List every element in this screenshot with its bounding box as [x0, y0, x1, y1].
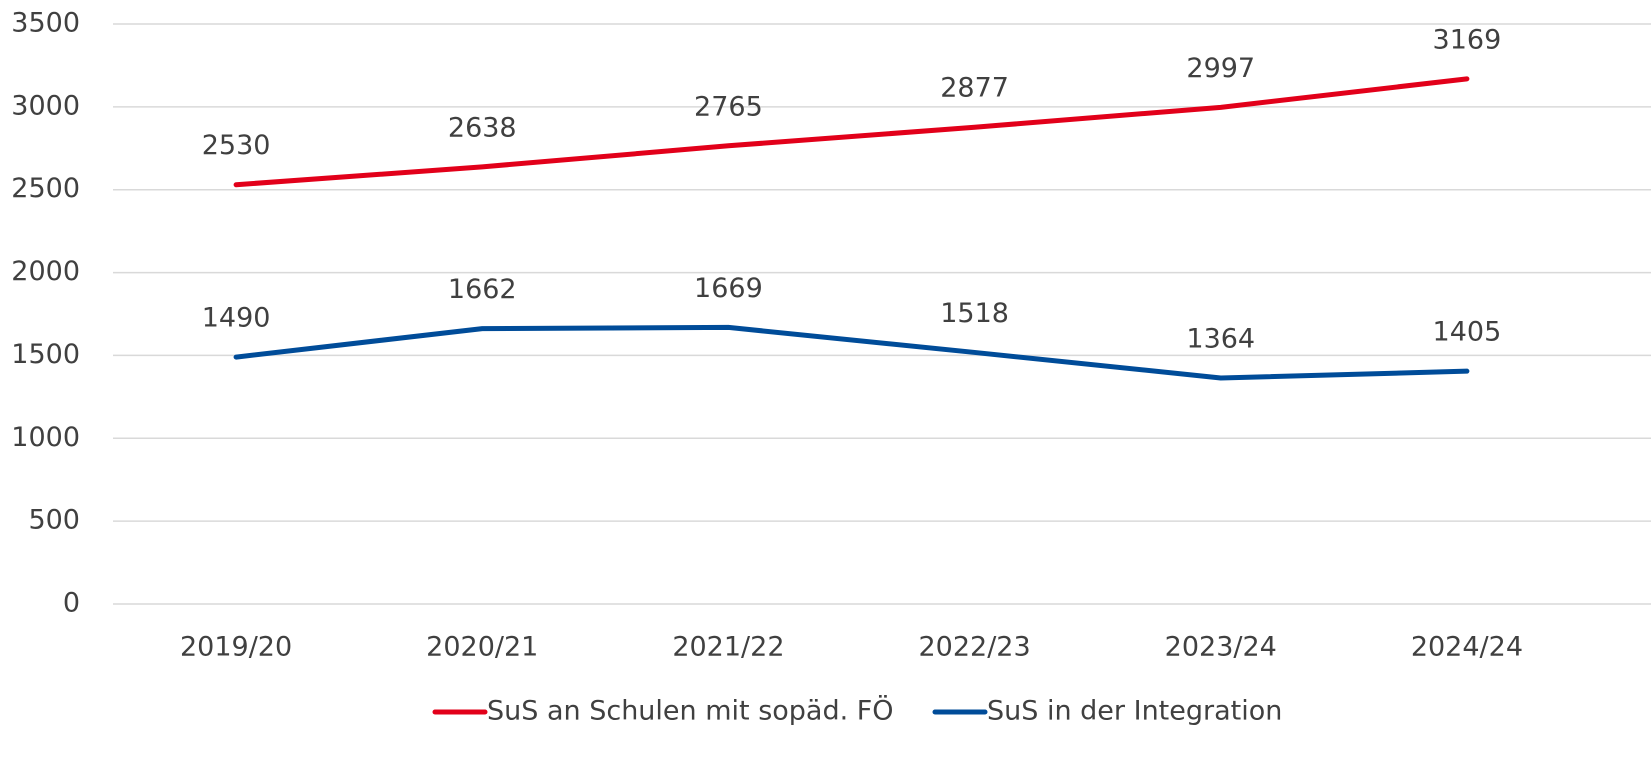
x-tick-label: 2024/24 — [1411, 632, 1523, 663]
y-tick-label: 1000 — [11, 422, 80, 453]
y-tick-label: 0 — [63, 588, 80, 619]
y-tick-label: 1500 — [11, 339, 80, 370]
data-label: 2638 — [448, 112, 517, 143]
data-label: 2997 — [1186, 53, 1255, 84]
x-tick-label: 2021/22 — [672, 632, 784, 663]
y-tick-label: 2000 — [11, 256, 80, 287]
x-tick-label: 2023/24 — [1165, 632, 1277, 663]
y-tick-label: 3000 — [11, 90, 80, 121]
data-label: 1518 — [940, 298, 1009, 329]
y-tick-label: 3500 — [11, 8, 80, 39]
data-label: 1490 — [202, 303, 271, 334]
legend-label: SuS an Schulen mit sopäd. FÖ — [487, 695, 894, 727]
series-line — [233, 324, 1470, 381]
legend-label: SuS in der Integration — [987, 696, 1282, 727]
series-line — [233, 76, 1470, 188]
x-tick-label: 2020/21 — [426, 632, 538, 663]
data-label: 1669 — [694, 273, 763, 304]
data-label: 1662 — [448, 274, 517, 305]
data-label: 1364 — [1186, 323, 1255, 354]
data-label: 2765 — [694, 91, 763, 122]
data-label: 2877 — [940, 73, 1009, 104]
x-tick-label: 2019/20 — [180, 632, 292, 663]
data-label: 2530 — [202, 130, 271, 161]
data-label: 1405 — [1433, 317, 1502, 348]
y-tick-label: 2500 — [11, 173, 80, 204]
x-tick-label: 2022/23 — [918, 632, 1030, 663]
y-tick-label: 500 — [28, 505, 80, 536]
data-label: 3169 — [1433, 24, 1502, 55]
